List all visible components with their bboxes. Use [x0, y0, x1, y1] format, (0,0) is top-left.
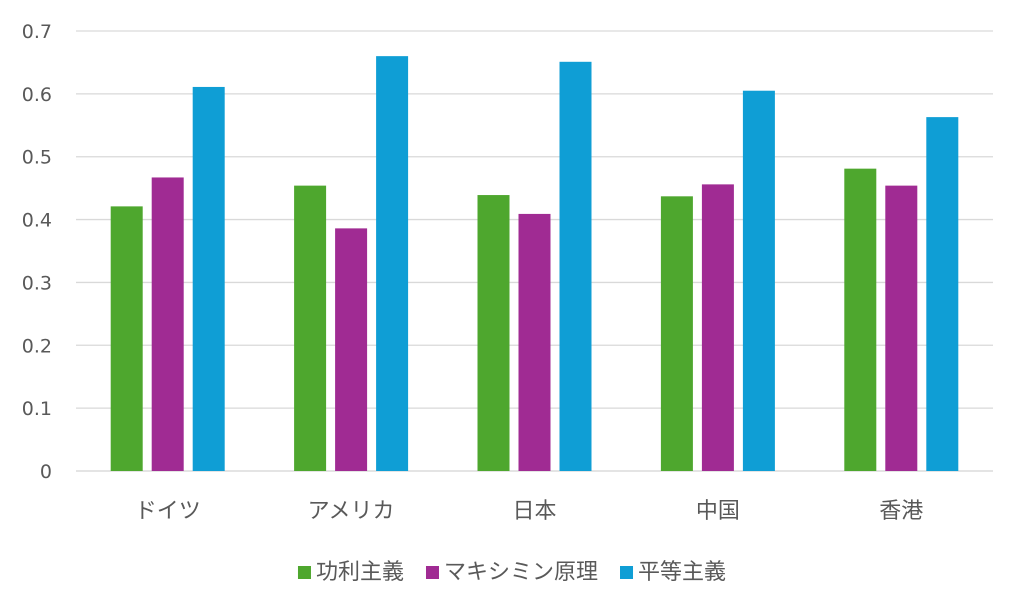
- bar: [926, 117, 959, 471]
- legend-item: マキシミン原理: [425, 560, 598, 585]
- y-tick-label: 0.1: [22, 398, 52, 420]
- y-tick-label: 0.4: [22, 210, 52, 232]
- category-label: 日本: [512, 499, 556, 524]
- category-label: 香港: [879, 499, 923, 524]
- bar: [335, 228, 368, 471]
- legend-swatch: [297, 566, 311, 579]
- y-tick-label: 0.6: [22, 84, 52, 106]
- bar: [701, 184, 734, 471]
- bar: [742, 90, 775, 471]
- bar: [376, 56, 409, 472]
- category-label: アメリカ: [308, 499, 395, 524]
- y-tick-label: 0.5: [22, 147, 52, 169]
- y-tick-label: 0: [40, 461, 52, 483]
- legend-label: 功利主義: [316, 560, 404, 585]
- bars: [110, 56, 959, 472]
- bar: [885, 185, 918, 471]
- bar: [559, 61, 592, 472]
- legend-label: マキシミン原理: [444, 560, 598, 585]
- legend-swatch: [425, 566, 439, 579]
- y-tick-label: 0.2: [22, 335, 52, 357]
- bar: [110, 206, 143, 471]
- bar: [844, 168, 877, 471]
- legend: 功利主義 マキシミン原理 平等主義: [297, 560, 726, 585]
- category-label: 中国: [696, 499, 740, 524]
- legend-label: 平等主義: [638, 560, 726, 585]
- y-tick-label: 0.7: [22, 21, 52, 43]
- bar: [660, 196, 693, 472]
- legend-swatch: [620, 566, 634, 579]
- bar: [294, 185, 327, 471]
- bar: [192, 86, 225, 471]
- y-axis-tick-labels: 0 0.1 0.2 0.3 0.4 0.5 0.6 0.7: [22, 21, 52, 483]
- bar: [151, 177, 184, 471]
- bar: [518, 213, 551, 471]
- legend-item: 平等主義: [620, 560, 726, 585]
- category-label: ドイツ: [135, 499, 201, 524]
- legend-item: 功利主義: [297, 560, 404, 585]
- x-axis-category-labels: ドイツ アメリカ 日本 中国 香港: [135, 499, 924, 524]
- y-tick-label: 0.3: [22, 272, 52, 294]
- bar: [477, 195, 510, 472]
